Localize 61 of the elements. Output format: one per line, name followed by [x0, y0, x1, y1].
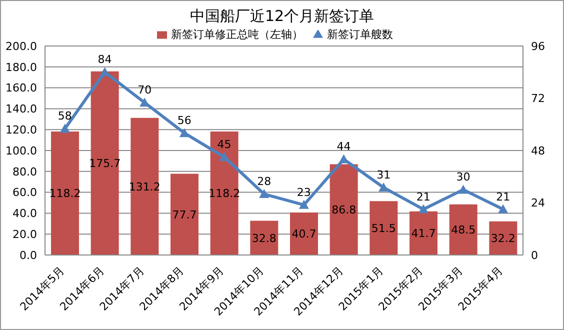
- data-label: 30: [456, 170, 470, 184]
- data-label: 45: [217, 138, 232, 152]
- data-label: 48.5: [451, 224, 476, 237]
- y-tick-label: 40.0: [12, 207, 37, 220]
- chart-title: 中国船厂近12个月新签订单: [188, 7, 376, 27]
- data-label: 40.7: [292, 228, 316, 241]
- data-label: 51.5: [371, 222, 396, 235]
- y2-tick-label: 0: [531, 248, 538, 262]
- point: [259, 189, 270, 198]
- bar: [51, 131, 79, 255]
- data-label: 44: [336, 140, 351, 154]
- y-tick-label: 160.0: [6, 82, 37, 95]
- point: [498, 204, 508, 214]
- point: [458, 184, 468, 194]
- y-tick-label: 80.0: [12, 165, 37, 178]
- data-label: 56: [177, 114, 192, 128]
- bar: [489, 221, 518, 255]
- data-label: 41.7: [411, 227, 436, 240]
- data-label: 31: [376, 168, 391, 182]
- point: [60, 124, 70, 133]
- y-tick-label: 120.0: [6, 124, 37, 137]
- data-label: 32.8: [252, 232, 276, 245]
- y2-tick-label: 48: [531, 144, 545, 158]
- data-label: 23: [296, 186, 311, 199]
- bar: [330, 164, 358, 255]
- y-tick-label: 60.0: [12, 186, 37, 200]
- data-label: 21: [496, 190, 510, 204]
- bar: [170, 174, 198, 255]
- y2-tick-label: 72: [531, 92, 545, 106]
- point: [219, 152, 230, 162]
- y-tick-label: 0.0: [20, 248, 37, 262]
- data-label: 70: [138, 84, 152, 97]
- data-label: 21: [416, 190, 430, 204]
- bar: [410, 211, 438, 255]
- point: [179, 128, 190, 138]
- data-label: 28: [257, 175, 272, 188]
- y-tick-label: 20.0: [12, 228, 37, 242]
- point: [298, 200, 309, 209]
- y-tick-label: 140.0: [6, 102, 37, 116]
- data-label: 86.8: [332, 204, 356, 217]
- y2-tick-label: 24: [531, 196, 545, 210]
- point: [338, 154, 349, 164]
- bar: [290, 212, 318, 255]
- y2-tick-label: 96: [531, 40, 545, 53]
- point: [418, 204, 428, 214]
- bar: [90, 71, 119, 255]
- data-label: 32.2: [490, 232, 516, 246]
- bar: [210, 131, 238, 255]
- bar: [250, 220, 278, 255]
- y-tick-label: 200.0: [6, 40, 37, 53]
- bar: [370, 201, 398, 255]
- bar: [130, 118, 159, 255]
- legend-label: 新签订单修正总吨（左轴）: [171, 28, 303, 41]
- data-label: 84: [98, 53, 112, 66]
- data-label: 58: [58, 110, 72, 123]
- y-tick-label: 100.0: [6, 144, 37, 158]
- y-tick-label: 180.0: [6, 60, 37, 74]
- point: [378, 182, 389, 192]
- bar: [449, 204, 478, 255]
- legend-label: 新签订单艘数: [327, 28, 393, 41]
- data-label: 77.7: [172, 208, 197, 222]
